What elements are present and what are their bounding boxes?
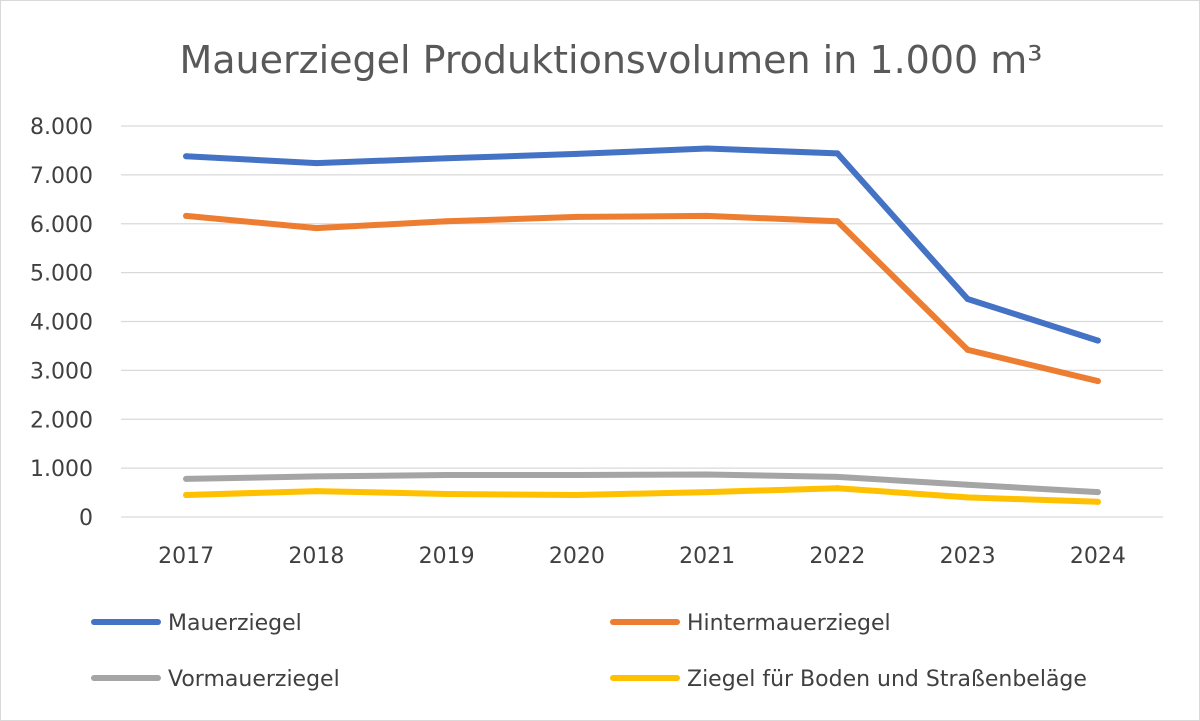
series-line-2 [183, 212, 1101, 385]
y-tick-label: 6.000 [30, 213, 93, 238]
y-tick-label: 7.000 [30, 164, 93, 189]
data-point [313, 473, 320, 480]
x-tick-label: 2022 [809, 544, 865, 569]
x-tick-label: 2021 [679, 544, 735, 569]
series-line-3 [183, 471, 1101, 496]
y-tick-label: 3.000 [30, 359, 93, 384]
data-point [704, 471, 711, 478]
series-line-1 [183, 145, 1101, 344]
data-point [834, 473, 841, 480]
x-axis-ticks: 2017 2018 2019 2020 2021 2022 2023 2024 [158, 544, 1126, 569]
data-point [443, 471, 450, 478]
y-tick-label: 4.000 [30, 311, 93, 336]
y-tick-label: 5.000 [30, 262, 93, 287]
data-point [964, 346, 971, 353]
data-point [313, 160, 320, 167]
data-point [704, 145, 711, 152]
x-tick-label: 2024 [1070, 544, 1126, 569]
legend-label: Mauerziegel [168, 611, 302, 636]
data-point [313, 488, 320, 495]
data-point [443, 491, 450, 498]
data-point [573, 213, 580, 220]
chart-title: Mauerziegel Produktionsvolumen in 1.000 … [179, 38, 1042, 82]
data-point [183, 212, 190, 219]
x-tick-label: 2017 [158, 544, 214, 569]
legend: Mauerziegel Hintermauerziegel Vormauerzieg… [91, 611, 1087, 692]
data-point [834, 485, 841, 492]
data-point [573, 492, 580, 499]
data-point [1094, 378, 1101, 385]
y-tick-label: 1.000 [30, 457, 93, 482]
data-point [834, 150, 841, 157]
legend-label: Ziegel für Boden und Straßenbeläge [687, 667, 1087, 692]
data-point [964, 481, 971, 488]
data-point [183, 153, 190, 160]
y-tick-label: 2.000 [30, 408, 93, 433]
data-point [313, 225, 320, 232]
y-tick-label: 0 [79, 506, 93, 531]
legend-label: Hintermauerziegel [687, 611, 891, 636]
data-point [443, 155, 450, 162]
x-tick-label: 2020 [549, 544, 605, 569]
data-point [834, 218, 841, 225]
data-point [964, 494, 971, 501]
x-tick-label: 2023 [940, 544, 996, 569]
data-point [704, 489, 711, 496]
series-line-4 [183, 485, 1101, 505]
data-point [704, 212, 711, 219]
series-lines [183, 145, 1101, 505]
data-point [1094, 337, 1101, 344]
data-point [964, 296, 971, 303]
x-tick-label: 2019 [419, 544, 475, 569]
gridlines [121, 125, 1163, 518]
data-point [1094, 498, 1101, 505]
data-point [573, 471, 580, 478]
data-point [183, 475, 190, 482]
data-point [573, 150, 580, 157]
data-point [183, 492, 190, 499]
data-point [443, 218, 450, 225]
y-tick-label: 8.000 [30, 115, 93, 140]
legend-label: Vormauerziegel [168, 667, 340, 692]
data-point [1094, 489, 1101, 496]
y-axis-ticks: 0 1.000 2.000 3.000 4.000 5.000 6.000 7.000 8.00… [30, 115, 93, 531]
x-tick-label: 2018 [288, 544, 344, 569]
